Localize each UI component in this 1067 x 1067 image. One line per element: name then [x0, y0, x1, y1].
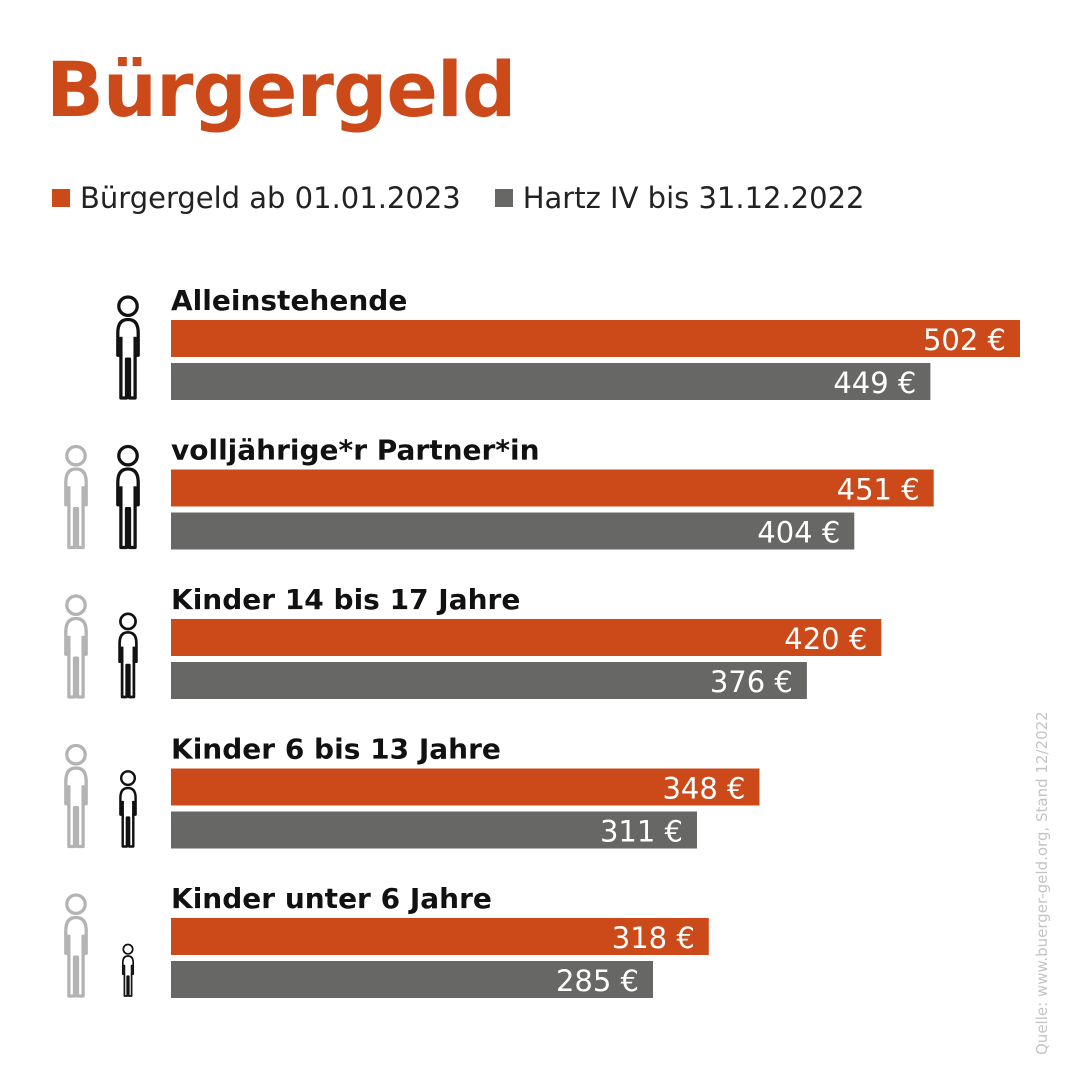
data-label: 451 €: [837, 473, 920, 507]
legend-item-hartz: Hartz IV bis 31.12.2022: [494, 181, 865, 215]
category-label: volljährige*r Partner*in: [171, 434, 540, 467]
category-label: Kinder 6 bis 13 Jahre: [171, 733, 501, 766]
category-label: Alleinstehende: [171, 284, 407, 317]
data-label: 449 €: [833, 366, 916, 400]
bar-hartz: [171, 662, 807, 699]
bar-hartz: [171, 811, 697, 849]
legend-item-buergergeld: Bürgergeld ab 01.01.2023: [52, 181, 461, 215]
legend: Bürgergeld ab 01.01.2023 Hartz IV bis 31…: [52, 180, 899, 216]
adult-partner-icon: [64, 444, 140, 550]
legend-label-hartz: Hartz IV bis 31.12.2022: [522, 181, 865, 215]
bar-buergergeld: [171, 619, 882, 656]
bar-hartz: [171, 961, 653, 998]
data-label: 348 €: [662, 772, 745, 806]
chart-title: Bürgergeld: [46, 45, 516, 134]
data-label: 404 €: [757, 516, 840, 550]
data-label: 502 €: [923, 323, 1006, 357]
bar-group: Kinder unter 6 Jahre 318 € 285 €: [64, 882, 709, 998]
legend-label-buergergeld: Bürgergeld ab 01.01.2023: [80, 181, 461, 215]
data-label: 420 €: [784, 622, 867, 656]
bar-buergergeld: [171, 918, 709, 955]
bar-buergergeld: [171, 768, 760, 806]
legend-swatch-buergergeld: [52, 189, 70, 207]
bar-hartz: [171, 512, 855, 550]
bar-group: Kinder 6 bis 13 Jahre 348 € 311 €: [64, 733, 760, 849]
category-label: Kinder unter 6 Jahre: [171, 882, 492, 915]
bar-group: Kinder 14 bis 17 Jahre 420 € 376 €: [64, 583, 882, 699]
bar-hartz: [171, 363, 931, 400]
data-label: 285 €: [556, 964, 639, 998]
source-note: Quelle: www.buerger-geld.org, Stand 12/2…: [1033, 711, 1051, 1055]
data-label: 376 €: [710, 665, 793, 699]
bar-buergergeld: [171, 320, 1020, 357]
child-icon: [64, 743, 137, 849]
single-adult-icon: [116, 295, 140, 400]
bar-buergergeld: [171, 469, 934, 507]
small-child-icon: [64, 893, 135, 998]
data-label: 311 €: [600, 815, 683, 849]
bar-group: volljährige*r Partner*in 451 € 404 €: [64, 434, 934, 550]
data-label: 318 €: [612, 921, 695, 955]
category-label: Kinder 14 bis 17 Jahre: [171, 583, 520, 616]
teen-child-icon: [64, 594, 138, 699]
bar-group: Alleinstehende 502 €449 €: [116, 284, 1020, 400]
legend-swatch-hartz: [494, 189, 513, 207]
